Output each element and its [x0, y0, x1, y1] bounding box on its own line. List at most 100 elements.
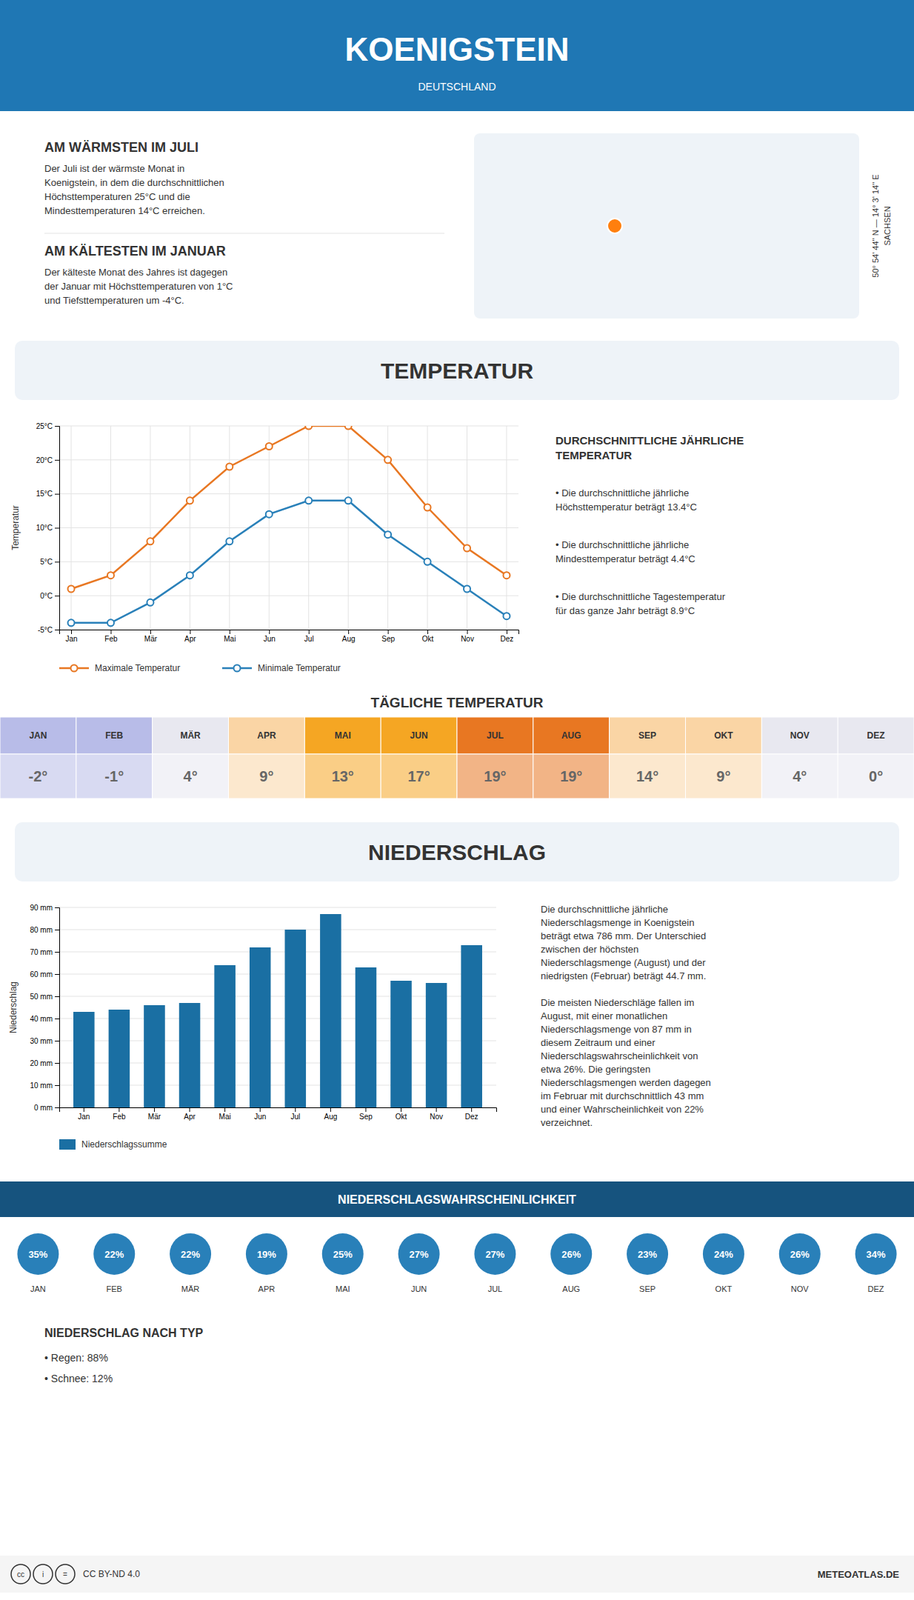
- data-label: -2°: [28, 768, 49, 785]
- x-tick-mark: [268, 629, 270, 635]
- x-tick-label: Nov: [429, 1112, 443, 1121]
- table-value-cell: [228, 754, 306, 799]
- series-marker: [107, 571, 115, 579]
- data-label: 4°: [792, 768, 807, 785]
- table-value-cell: [457, 754, 534, 799]
- series-marker: [225, 463, 233, 471]
- table-value-cell: [0, 754, 77, 799]
- map-placeholder: [474, 133, 860, 319]
- bar: [285, 929, 307, 1108]
- precipitation-text: Die durchschnittliche jährlicheNiedersch…: [540, 903, 706, 982]
- x-tick: Mär: [148, 1107, 162, 1121]
- y-grid-line: [59, 493, 519, 495]
- daily-temp-title: TÄGLICHE TEMPERATUR: [371, 694, 544, 711]
- x-tick: Apr: [184, 629, 197, 643]
- y-tick: -5°C: [37, 625, 60, 635]
- series-marker: [345, 425, 352, 430]
- series-marker: [463, 545, 471, 552]
- bar: [179, 1002, 201, 1108]
- data-label: 35%: [28, 1248, 48, 1260]
- y-tick: 30 mm: [29, 1036, 60, 1046]
- series-marker: [502, 571, 510, 579]
- table-value-cell: [609, 754, 686, 799]
- x-tick: Jun: [263, 629, 276, 643]
- x-grid-line: [466, 425, 468, 630]
- x-tick: Jan: [65, 629, 78, 643]
- y-tick: 10°C: [36, 523, 60, 532]
- x-tick: Okt: [395, 1107, 408, 1121]
- precip-type-bullet: • Schnee: 12%: [44, 1372, 113, 1385]
- y-tick-mark: [54, 425, 60, 427]
- x-tick: Jan: [77, 1107, 90, 1121]
- avg-temp-bullet: • Die durchschnittliche jährlicheHöchstt…: [555, 487, 697, 513]
- category-label: JUN: [411, 1284, 427, 1294]
- warm-section-title: AM WÄRMSTEN IM JULI: [44, 139, 199, 155]
- table-header-label: FEB: [105, 730, 123, 741]
- y-axis-title: Temperatur: [10, 505, 21, 551]
- probability-title: NIEDERSCHLAGSWAHRSCHEINLICHKEIT: [337, 1193, 577, 1206]
- region-text: SACHSEN: [882, 205, 892, 246]
- coordinate-text: 50° 54' 44'' N — 14° 3' 14'' E: [871, 174, 880, 278]
- data-label: 34%: [866, 1248, 886, 1260]
- series-marker: [305, 496, 312, 504]
- x-tick-mark: [427, 629, 429, 635]
- y-grid-line: [59, 527, 519, 529]
- table-header-cell: [761, 716, 838, 755]
- category-label: MÄR: [181, 1284, 200, 1294]
- category-label: MAI: [335, 1284, 351, 1294]
- precipitation-section-title-band: [14, 822, 900, 882]
- x-tick-label: Sep: [359, 1112, 373, 1121]
- y-tick-label: 70 mm: [29, 948, 53, 957]
- x-tick-label: Jul: [290, 1112, 300, 1121]
- x-tick: Aug: [342, 629, 356, 643]
- location-dot: [607, 218, 623, 234]
- x-tick: Dez: [500, 629, 515, 643]
- data-label: 22%: [104, 1248, 124, 1260]
- license-icon: [33, 1564, 53, 1584]
- series-marker: [502, 612, 510, 620]
- city-title: KOENIGSTEIN: [344, 31, 569, 68]
- x-axis: JanFebMärAprMaiJunJulAugSepOktNovDez: [59, 1107, 497, 1121]
- table-header-cell: [837, 716, 914, 755]
- x-tick-mark: [294, 1107, 296, 1112]
- x-tick: Dez: [465, 1107, 479, 1121]
- table-header-cell: [0, 716, 77, 755]
- table-header-label: NOV: [790, 730, 810, 741]
- avg-temp-bullet: • Die durchschnittliche Tagestemperaturf…: [555, 591, 726, 617]
- legend-label: Maximale Temperatur: [94, 662, 180, 674]
- y-tick: 50 mm: [29, 992, 60, 1001]
- x-tick: Aug: [323, 1107, 338, 1121]
- category-label: OKT: [715, 1284, 733, 1294]
- y-tick: 10 mm: [29, 1081, 60, 1090]
- warm-section-text: Der Juli ist der wärmste Monat inKoenigs…: [44, 162, 225, 217]
- probability-circle: [779, 1233, 821, 1275]
- y-tick-mark: [54, 1018, 60, 1020]
- series-marker: [225, 537, 233, 545]
- table-header-label: AUG: [561, 730, 582, 741]
- table-header-cell: [533, 716, 610, 755]
- y-tick-label: 0 mm: [34, 1103, 53, 1112]
- series-marker: [265, 442, 273, 450]
- y-tick: 90 mm: [29, 903, 60, 912]
- precip-type-title: NIEDERSCHLAG NACH TYP: [44, 1326, 204, 1340]
- x-tick-label: Mär: [148, 1112, 162, 1121]
- series-marker: [265, 511, 273, 518]
- probability-circle: [398, 1233, 440, 1275]
- cold-section-text: Der kälteste Monat des Jahres ist dagege…: [44, 266, 233, 306]
- data-label: 22%: [180, 1248, 200, 1260]
- x-tick-label: Apr: [184, 634, 197, 643]
- data-label: 26%: [790, 1248, 810, 1260]
- x-tick-mark: [71, 629, 72, 635]
- bar: [460, 945, 483, 1108]
- x-tick: Nov: [429, 1107, 443, 1121]
- data-label: 27%: [409, 1248, 429, 1260]
- x-tick-mark: [110, 629, 112, 635]
- series-marker: [424, 558, 432, 566]
- y-tick-label: 25°C: [36, 422, 53, 431]
- y-grid-line: [59, 951, 497, 953]
- table-header-label: JUN: [410, 730, 429, 741]
- data-label: -1°: [104, 768, 124, 785]
- country-label: DEUTSCHLAND: [417, 80, 496, 93]
- legend-marker: [71, 665, 78, 672]
- x-tick-mark: [436, 1107, 438, 1112]
